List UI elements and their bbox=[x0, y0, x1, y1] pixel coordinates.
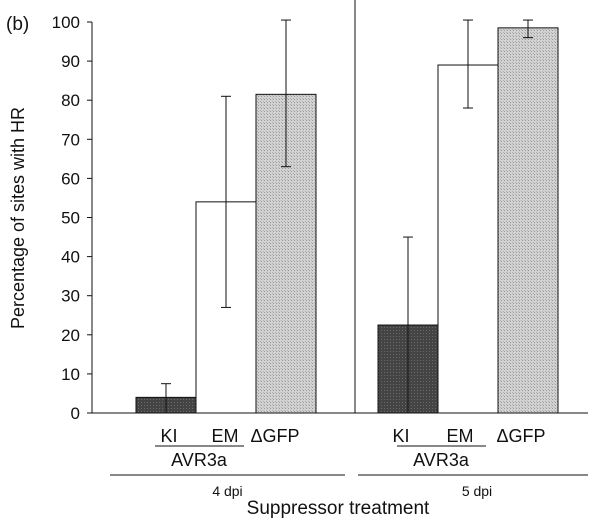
plot-area bbox=[135, 19, 559, 414]
x-tick-label: KI bbox=[392, 426, 409, 446]
y-tick-label: 30 bbox=[61, 287, 80, 306]
y-tick-label: 50 bbox=[61, 209, 80, 228]
y-tick-label: 10 bbox=[61, 365, 80, 384]
group-label: 4 dpi bbox=[212, 483, 242, 499]
x-tick-label: KI bbox=[160, 426, 177, 446]
x-tick-label: EM bbox=[447, 426, 474, 446]
y-axis: 0 10 20 30 40 50 60 70 80 90 100 bbox=[52, 13, 93, 423]
y-tick-label: 0 bbox=[71, 404, 80, 423]
subgroup-label: AVR3a bbox=[413, 450, 470, 470]
bar-5dpi-1 bbox=[437, 64, 499, 414]
x-tick-label: EM bbox=[212, 426, 239, 446]
bar-5dpi-2 bbox=[497, 27, 559, 414]
panel-label: (b) bbox=[6, 14, 29, 35]
y-tick-label: 20 bbox=[61, 326, 80, 345]
y-tick-label: 100 bbox=[52, 13, 80, 32]
group-label: 5 dpi bbox=[462, 483, 492, 499]
y-axis-label: Percentage of sites with HR bbox=[8, 107, 28, 329]
y-tick-label: 70 bbox=[61, 130, 80, 149]
y-tick-label: 60 bbox=[61, 169, 80, 188]
x-axis: KI EM ΔGFP AVR3a 4 dpi KI EM ΔGFP AVR3a 5 dpi bbox=[92, 0, 588, 499]
y-tick-label: 80 bbox=[61, 91, 80, 110]
x-tick-label: ΔGFP bbox=[250, 426, 299, 446]
subgroup-label: AVR3a bbox=[171, 450, 228, 470]
x-tick-label: ΔGFP bbox=[496, 426, 545, 446]
x-axis-label: Suppressor treatment bbox=[247, 498, 430, 519]
y-tick-label: 90 bbox=[61, 52, 80, 71]
y-tick-label: 40 bbox=[61, 248, 80, 267]
